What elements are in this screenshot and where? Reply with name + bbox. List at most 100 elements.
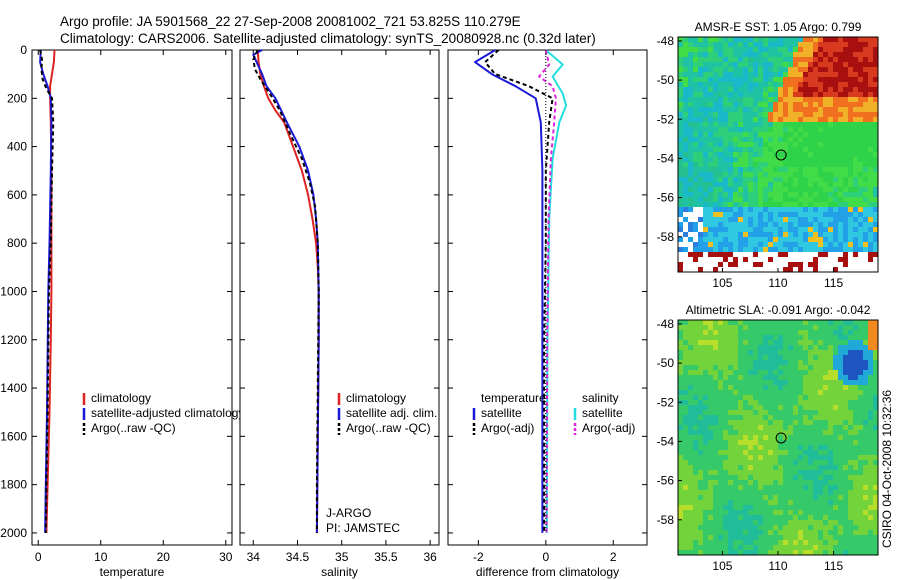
sst_map-cell <box>713 102 719 108</box>
sst_map-cell <box>838 137 844 143</box>
sst_map-cell <box>798 102 804 108</box>
sla_map-cell <box>688 460 694 466</box>
sla_map-cell <box>728 545 734 551</box>
sst_map-cell <box>743 212 749 218</box>
sst_map-cell <box>838 102 844 108</box>
sla_map-cell <box>853 410 859 416</box>
difference-series-line <box>474 49 544 533</box>
sst_map-cell <box>678 237 684 243</box>
sst_map-cell <box>788 162 794 168</box>
sst_map-cell <box>828 187 834 193</box>
sst_map-cell <box>848 197 854 203</box>
sla_map-cell <box>678 375 684 381</box>
sst_map-cell <box>703 212 709 218</box>
sst_map-cell <box>788 147 794 153</box>
sst_map-cell <box>753 217 759 223</box>
sst_map-cell <box>863 197 869 203</box>
sla_map-cell <box>793 510 799 516</box>
temperature-ytick-label: 1600 <box>0 429 27 443</box>
sst_map-cell <box>708 212 714 218</box>
sla_map-cell <box>683 365 689 371</box>
sst_map-cell <box>753 187 759 193</box>
sst_map-cell <box>723 107 729 113</box>
sst_map-cell <box>678 197 684 203</box>
sla_map-cell <box>693 345 699 351</box>
sla_map-cell <box>723 425 729 431</box>
sla_map-cell <box>788 455 794 461</box>
sst_map-cell <box>818 37 824 43</box>
sla_map-cell <box>703 485 709 491</box>
sst_map-cell <box>858 92 864 98</box>
sla_map-cell <box>848 540 854 546</box>
sla_map-cell <box>763 370 769 376</box>
difference-xlabel: difference from climatology <box>476 565 619 579</box>
sla_map-cell <box>803 330 809 336</box>
sla_map-cell <box>738 430 744 436</box>
sla_map-cell <box>748 325 754 331</box>
sla_map-cell <box>793 460 799 466</box>
sla_map-cell <box>738 385 744 391</box>
sla_map-cell <box>723 545 729 551</box>
sla_map-cell <box>853 390 859 396</box>
sla_map-cell <box>713 535 719 541</box>
sst_map-cell <box>833 172 839 178</box>
sst_map-cell <box>758 162 764 168</box>
sst_map-cell <box>693 92 699 98</box>
sst_map-cell <box>828 262 834 268</box>
sst_map-cell <box>688 227 694 233</box>
sla_map-cell <box>763 520 769 526</box>
sst_map-cell <box>808 177 814 183</box>
sla_map-cell <box>808 520 814 526</box>
sla_map-cell <box>743 535 749 541</box>
difference-series-line <box>484 49 554 533</box>
sst_map-cell <box>683 132 689 138</box>
sla_map-cell <box>768 510 774 516</box>
sla_map-cell <box>863 530 869 536</box>
sst_map-cell <box>778 172 784 178</box>
sla_map-cell <box>748 445 754 451</box>
sst_map-cell <box>683 187 689 193</box>
sla_map-cell <box>813 430 819 436</box>
sst_map-cell <box>753 112 759 118</box>
sla_map-cell <box>688 510 694 516</box>
sla_map-cell <box>798 480 804 486</box>
sla_map-cell <box>718 400 724 406</box>
sst_map-cell <box>688 162 694 168</box>
sst_map-cell <box>708 237 714 243</box>
sla_map-cell <box>823 500 829 506</box>
sla_map-cell <box>873 340 879 346</box>
sla_map-cell <box>798 385 804 391</box>
sla_map-cell <box>863 425 869 431</box>
sla_map-cell <box>798 495 804 501</box>
sst_map-cell <box>728 117 734 123</box>
sst_map-cell <box>818 92 824 98</box>
sst_map-cell <box>873 87 879 93</box>
sst_map-cell <box>788 222 794 228</box>
sst_map-cell <box>678 42 684 48</box>
sla_map-cell <box>863 475 869 481</box>
sst_map-cell <box>778 57 784 63</box>
sst_map-cell <box>863 167 869 173</box>
sst_map-cell <box>708 137 714 143</box>
sla_map-cell <box>853 495 859 501</box>
sst_map-cell <box>773 237 779 243</box>
sst_map-cell <box>783 102 789 108</box>
sst_map-cell <box>738 172 744 178</box>
sla_map-cell <box>763 455 769 461</box>
sla_map-cell <box>773 345 779 351</box>
sst_map-cell <box>838 37 844 43</box>
sst_map-cell <box>848 112 854 118</box>
sla_map-cell <box>683 405 689 411</box>
sst_map-cell <box>813 252 819 258</box>
sst_map-cell <box>808 87 814 93</box>
sla_map-cell <box>688 425 694 431</box>
sst_map-cell <box>823 162 829 168</box>
sla_map-cell <box>858 450 864 456</box>
sla_map-cell <box>728 495 734 501</box>
sla_map-cell <box>848 405 854 411</box>
sla_map-cell <box>823 360 829 366</box>
sla_map-cell <box>698 505 704 511</box>
sst_map-cell <box>813 112 819 118</box>
sla_map-cell <box>773 380 779 386</box>
